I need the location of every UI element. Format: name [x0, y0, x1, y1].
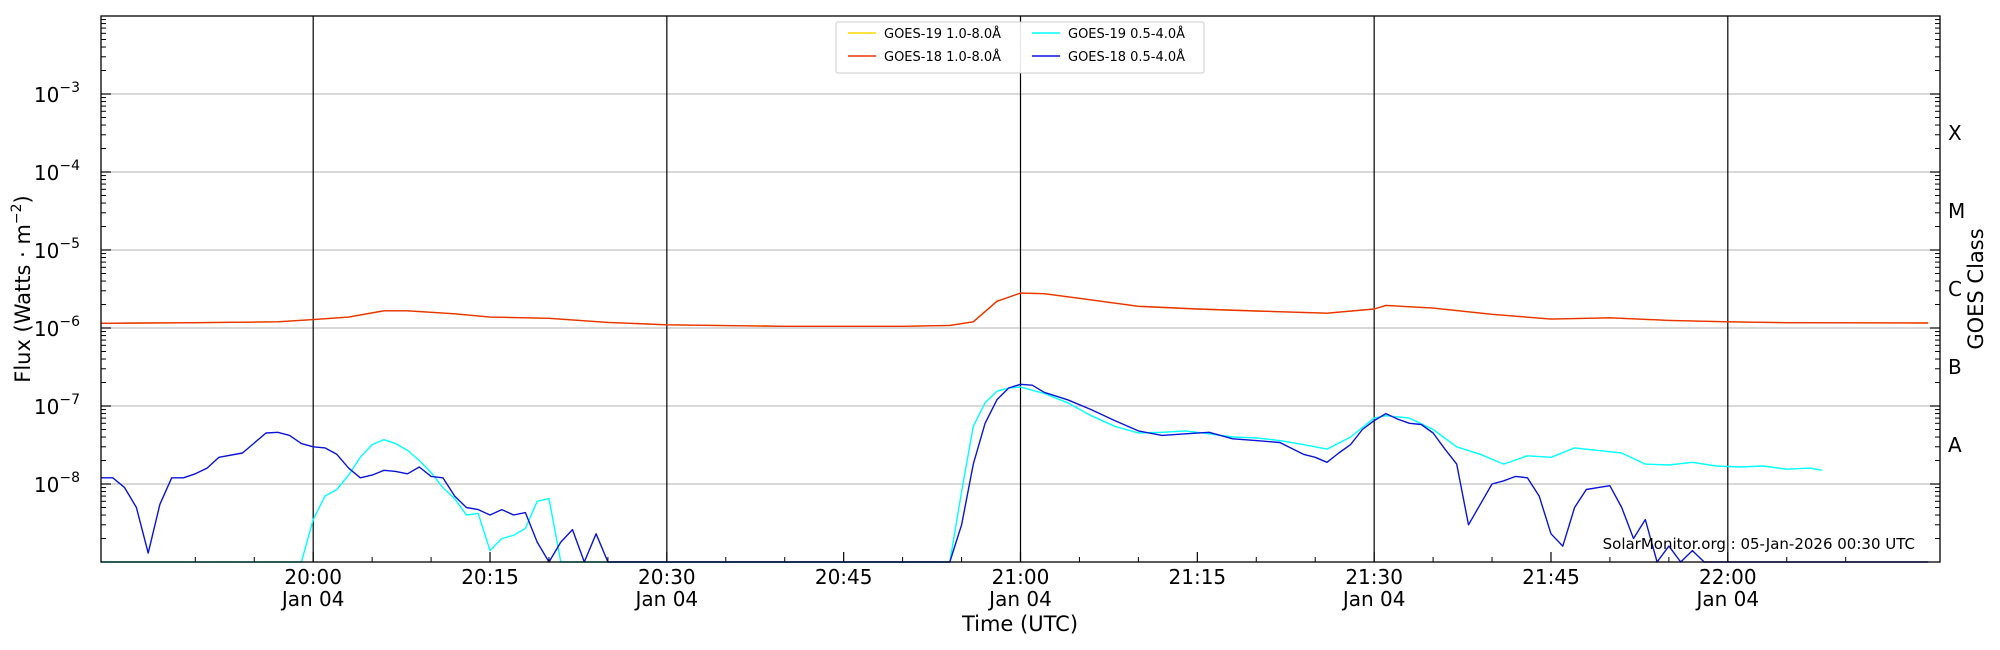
y-tick-base: 10	[34, 473, 59, 497]
y-tick-label: 10−7	[34, 392, 80, 419]
y-tick-exponent: −8	[59, 470, 80, 486]
goes-class-label: A	[1948, 433, 1962, 457]
x-axis-label: Time (UTC)	[961, 612, 1078, 636]
y-tick-exponent: −7	[59, 392, 80, 408]
x-tick-date-label: Jan 04	[634, 587, 699, 611]
x-tick-label: 21:30	[1345, 565, 1403, 589]
y-tick-base: 10	[34, 83, 59, 107]
y-tick-labels: 10−810−710−610−510−410−3	[34, 80, 80, 497]
flux-series	[100, 292, 1929, 563]
goes-class-label: B	[1948, 355, 1962, 379]
legend-label: GOES-19 1.0-8.0Å	[884, 26, 1001, 42]
series-line	[101, 383, 1929, 563]
y-tick-exponent: −5	[59, 236, 80, 252]
y-tick-label: 10−6	[34, 314, 80, 341]
legend-label: GOES-18 1.0-8.0Å	[884, 49, 1001, 65]
x-tick-date-label: Jan 04	[280, 587, 345, 611]
y-tick-exponent: −4	[59, 158, 80, 174]
legend-label: GOES-18 0.5-4.0Å	[1068, 49, 1185, 65]
y-tick-base: 10	[34, 161, 59, 185]
x-tick-label: 21:00	[992, 565, 1050, 589]
axis-ticks	[101, 19, 1940, 562]
x-tick-label: 22:00	[1699, 565, 1757, 589]
x-tick-label: 21:15	[1169, 565, 1227, 589]
y-axis-label-main: Flux (Watts · m	[11, 224, 35, 383]
y-tick-label: 10−4	[34, 158, 80, 185]
x-tick-date-label: Jan 04	[987, 587, 1052, 611]
y-tick-base: 10	[34, 239, 59, 263]
x-tick-label: 20:45	[815, 565, 873, 589]
x-tick-label: 20:30	[638, 565, 696, 589]
y-tick-exponent: −6	[59, 314, 80, 330]
y-tick-label: 10−5	[34, 236, 80, 263]
y-axis-label-close: )	[11, 195, 35, 203]
x-tick-label: 21:45	[1522, 565, 1580, 589]
series-line	[100, 292, 1929, 327]
goes-class-axis-label: GOES Class	[1964, 228, 1988, 349]
x-tick-label: 20:15	[461, 565, 519, 589]
legend-label: GOES-19 0.5-4.0Å	[1068, 26, 1185, 42]
y-tick-base: 10	[34, 317, 59, 341]
y-tick-label: 10−8	[34, 470, 80, 497]
x-tick-label: 20:00	[284, 565, 342, 589]
series-line	[101, 386, 1823, 563]
goes-class-label: C	[1948, 277, 1962, 301]
goes-class-labels: A B C M X	[1948, 121, 1965, 457]
y-tick-base: 10	[34, 395, 59, 419]
series-line	[100, 292, 1929, 327]
x-tick-date-label: Jan 04	[1694, 587, 1759, 611]
day-boundary-lines	[312, 16, 1729, 562]
y-axis-label-sup: −2	[9, 203, 25, 224]
legend: GOES-19 1.0-8.0Å GOES-19 0.5-4.0Å GOES-18 …	[835, 21, 1205, 74]
legend-box	[835, 21, 1205, 74]
source-credit: SolarMonitor.org : 05-Jan-2026 00:30 UTC	[1603, 535, 1915, 553]
goes-class-label: X	[1948, 121, 1962, 145]
goes-class-label: M	[1948, 199, 1965, 223]
y-axis-label: Flux (Watts · m−2)	[9, 195, 35, 383]
y-tick-exponent: −3	[59, 80, 80, 96]
x-tick-date-label: Jan 04	[1341, 587, 1406, 611]
y-tick-label: 10−3	[34, 80, 80, 107]
